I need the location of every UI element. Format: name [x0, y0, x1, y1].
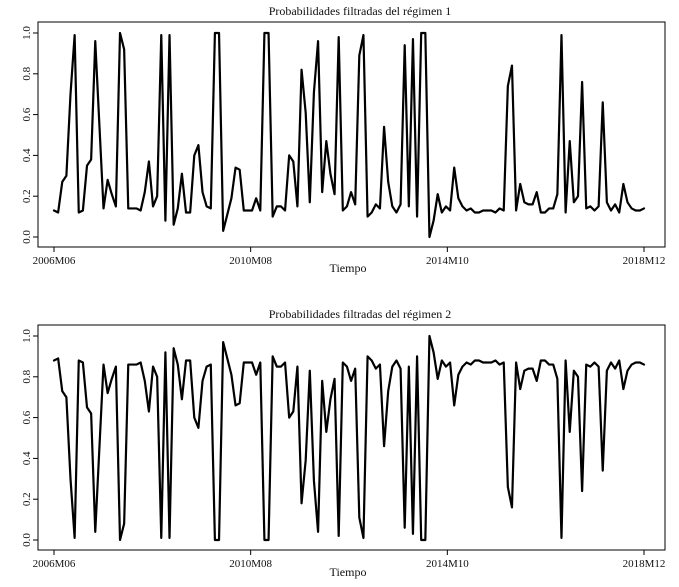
plot-frame-regime-1	[37, 21, 666, 248]
y-tick-label-regime-1: 0.0	[21, 230, 33, 244]
x-axis-label-regime-1: Tiempo	[330, 261, 367, 275]
chart-panel-regime-1: Probabilidades filtradas del régimen 1 T…	[21, 4, 666, 275]
y-tick-label-regime-2: 0.6	[21, 410, 33, 424]
x-tick-label-regime-1: 2014M10	[426, 255, 469, 267]
y-tick-label-regime-2: 0.4	[21, 451, 33, 465]
chart-title-regime-2: Probabilidades filtradas del régimen 2	[269, 307, 452, 321]
plot-frame-regime-2	[37, 324, 666, 551]
x-axis-label-regime-2: Tiempo	[330, 565, 367, 579]
y-tick-label-regime-1: 0.2	[21, 189, 33, 203]
y-tick-label-regime-2: 0.0	[21, 533, 33, 547]
x-tick-label-regime-1: 2018M12	[623, 255, 666, 267]
y-tick-label-regime-1: 1.0	[21, 26, 33, 40]
y-tick-label-regime-2: 0.8	[21, 369, 33, 383]
x-tick-label-regime-2: 2014M10	[426, 558, 469, 570]
x-tick-label-regime-2: 2018M12	[623, 558, 666, 570]
y-tick-label-regime-1: 0.6	[21, 107, 33, 121]
y-tick-label-regime-2: 0.2	[21, 492, 33, 506]
y-tick-label-regime-1: 0.8	[21, 66, 33, 80]
x-tick-label-regime-2: 2006M06	[33, 558, 76, 570]
chart-panel-regime-2: Probabilidades filtradas del régimen 2 T…	[21, 307, 666, 579]
y-tick-label-regime-1: 0.4	[21, 148, 33, 162]
x-tick-label-regime-1: 2006M06	[33, 255, 76, 267]
chart-title-regime-1: Probabilidades filtradas del régimen 1	[269, 4, 452, 18]
x-tick-label-regime-1: 2010M08	[229, 255, 272, 267]
x-tick-label-regime-2: 2010M08	[229, 558, 272, 570]
series-line-regime-1	[52, 31, 646, 239]
y-tick-label-regime-2: 1.0	[21, 329, 33, 343]
series-line-regime-2	[52, 334, 646, 542]
